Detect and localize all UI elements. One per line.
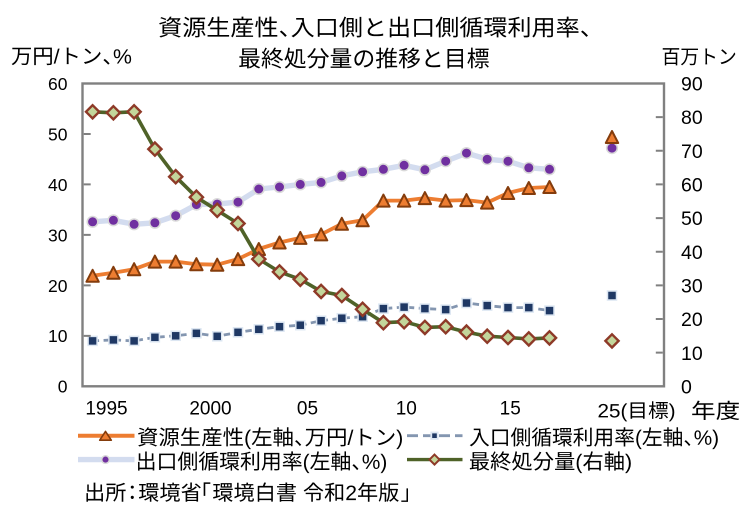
svg-text:20: 20: [681, 309, 703, 331]
svg-text:40: 40: [48, 175, 68, 195]
svg-text:50: 50: [48, 124, 68, 144]
svg-text:60: 60: [48, 74, 68, 94]
svg-text:50: 50: [681, 208, 703, 230]
svg-text:10: 10: [48, 326, 68, 346]
svg-text:30: 30: [681, 276, 703, 298]
svg-text:60: 60: [681, 175, 703, 197]
svg-text:80: 80: [681, 107, 703, 129]
svg-text:1995: 1995: [85, 399, 127, 420]
svg-text:0: 0: [681, 376, 692, 398]
svg-text:40: 40: [681, 242, 703, 264]
svg-text:10: 10: [396, 399, 417, 420]
svg-text:90: 90: [681, 74, 703, 96]
svg-text:70: 70: [681, 141, 703, 163]
svg-text:15: 15: [500, 399, 521, 420]
svg-text:20: 20: [48, 276, 68, 296]
svg-text:10: 10: [681, 343, 703, 365]
svg-text:2000: 2000: [189, 399, 231, 420]
svg-text:30: 30: [48, 225, 68, 245]
svg-text:05: 05: [297, 399, 318, 420]
svg-text:0: 0: [58, 377, 68, 397]
